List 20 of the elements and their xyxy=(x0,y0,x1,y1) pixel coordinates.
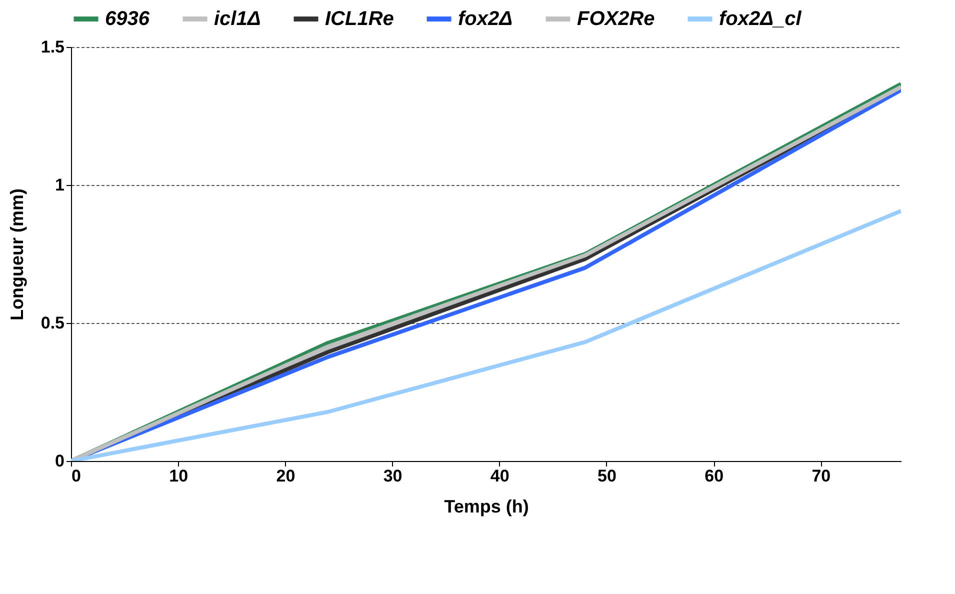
legend-label: icl1Δ xyxy=(214,8,261,30)
x-axis-title: Temps (h) xyxy=(444,496,529,516)
x-tick-label: 50 xyxy=(598,466,616,486)
y-tick-label: 1 xyxy=(55,176,64,194)
x-tick-label: 30 xyxy=(383,466,402,486)
x-tick-label: 70 xyxy=(812,466,831,486)
x-tick-label: 0 xyxy=(72,466,81,486)
legend-label: fox2Δ xyxy=(458,8,513,30)
legend-label: 6936 xyxy=(105,8,150,30)
y-axis-title: Longueur (mm) xyxy=(6,188,27,320)
y-tick-label: 0 xyxy=(55,452,64,470)
x-tick-label: 10 xyxy=(169,466,188,486)
y-tick-label: 1.5 xyxy=(40,38,64,56)
x-tick-label: 60 xyxy=(704,466,724,486)
legend-label: FOX2Re xyxy=(577,8,655,30)
y-tick-label: 0.5 xyxy=(40,314,64,332)
x-tick-label: 40 xyxy=(490,466,510,486)
legend-label: ICL1Re xyxy=(325,8,394,30)
legend-label: fox2Δ_cl xyxy=(719,8,802,30)
x-tick-label: 20 xyxy=(276,466,296,486)
